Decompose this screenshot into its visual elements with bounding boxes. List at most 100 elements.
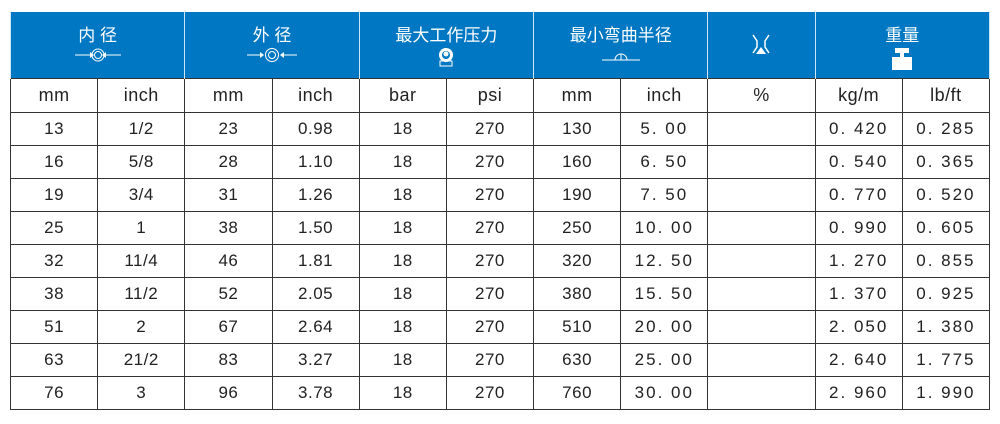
- table-cell: [707, 310, 816, 344]
- table-cell: 1.81: [271, 244, 360, 278]
- table-cell: 270: [445, 145, 535, 179]
- table-cell: [707, 376, 816, 410]
- table-cell: 38: [184, 211, 273, 245]
- table-cell: 18: [358, 277, 447, 311]
- hose-spec-table: 内 径 外 径 最大工作压力 最小弯曲半径 重量: [9, 12, 991, 410]
- table-cell: 0. 925: [901, 277, 991, 311]
- table-cell: 270: [445, 310, 535, 344]
- table-cell: 2. 640: [814, 343, 903, 377]
- table-cell: 25: [9, 211, 99, 245]
- table-cell: 270: [445, 178, 535, 212]
- table-cell: 270: [445, 211, 535, 245]
- table-cell: 760: [533, 376, 622, 410]
- table-cell: 270: [445, 376, 535, 410]
- table-cell: 1. 380: [901, 310, 991, 344]
- table-cell: 21/2: [97, 343, 186, 377]
- table-cell: 0. 520: [901, 178, 991, 212]
- table-cell: 270: [445, 343, 535, 377]
- table-cell: 0. 770: [814, 178, 903, 212]
- unit-cell: inch: [271, 78, 360, 113]
- max-working-pressure-label: 最大工作压力: [395, 26, 498, 45]
- table-cell: 38: [9, 277, 99, 311]
- table-cell: 7. 50: [620, 178, 709, 212]
- table-cell: 18: [358, 145, 447, 179]
- table-cell: 0. 605: [901, 211, 991, 245]
- unit-cell: mm: [533, 78, 622, 113]
- table-cell: 18: [358, 178, 447, 212]
- table-cell: 11/4: [97, 244, 186, 278]
- table-cell: 0. 420: [814, 112, 903, 146]
- table-cell: 10. 00: [620, 211, 709, 245]
- table-cell: 11/2: [97, 277, 186, 311]
- table-cell: 18: [358, 112, 447, 146]
- outer-diameter-header: 外 径: [184, 12, 360, 79]
- table-cell: 270: [445, 244, 535, 278]
- table-cell: 2.64: [271, 310, 360, 344]
- table-cell: 32: [9, 244, 99, 278]
- table-cell: 20. 00: [620, 310, 709, 344]
- table-cell: 3: [97, 376, 186, 410]
- table-cell: 190: [533, 178, 622, 212]
- table-cell: [707, 244, 816, 278]
- outer-diameter-label: 外 径: [252, 26, 292, 45]
- table-row: 32 11/4 46 1.81 18 270 320 12. 50 1. 270 0. 855: [9, 244, 991, 278]
- inner-diameter-label: 内 径: [78, 26, 118, 45]
- table-row: 38 11/2 52 2.05 18 270 380 15. 50 1. 370 0. 925: [9, 277, 991, 311]
- min-bend-radius-header: 最小弯曲半径: [533, 12, 709, 79]
- table-cell: 28: [184, 145, 273, 179]
- table-cell: [707, 178, 816, 212]
- table-cell: 12. 50: [620, 244, 709, 278]
- table-cell: 2: [97, 310, 186, 344]
- table-row: 25 1 38 1.50 18 270 250 10. 00 0. 990 0. 605: [9, 211, 991, 245]
- table-row: 13 1/2 23 0.98 18 270 130 5. 00 0. 420 0. 285: [9, 112, 991, 146]
- table-cell: 270: [445, 277, 535, 311]
- outer-diameter-icon: [247, 48, 298, 62]
- table-cell: 31: [184, 178, 273, 212]
- table-cell: 25. 00: [620, 343, 709, 377]
- table-cell: 270: [445, 112, 535, 146]
- table-cell: 1.26: [271, 178, 360, 212]
- unit-cell: psi: [445, 78, 535, 113]
- unit-cell: inch: [620, 78, 709, 113]
- table-cell: 1.50: [271, 211, 360, 245]
- table-cell: 1/2: [97, 112, 186, 146]
- inner-diameter-header: 内 径: [9, 12, 186, 79]
- table-cell: 380: [533, 277, 622, 311]
- vacuum-icon: [752, 34, 771, 54]
- table-cell: 1. 370: [814, 277, 903, 311]
- table-cell: [707, 145, 816, 179]
- table-cell: 0. 990: [814, 211, 903, 245]
- max-working-pressure-header: 最大工作压力: [358, 12, 535, 79]
- unit-cell: kg/m: [814, 78, 903, 113]
- table-cell: 46: [184, 244, 273, 278]
- table-cell: 18: [358, 310, 447, 344]
- unit-cell: mm: [9, 78, 99, 113]
- table-cell: 0. 365: [901, 145, 991, 179]
- table-cell: 5. 00: [620, 112, 709, 146]
- table-cell: 51: [9, 310, 99, 344]
- inner-diameter-icon: [74, 48, 121, 62]
- table-cell: 76: [9, 376, 99, 410]
- table-cell: 630: [533, 343, 622, 377]
- table-cell: 16: [9, 145, 99, 179]
- table-cell: 0. 285: [901, 112, 991, 146]
- table-cell: 160: [533, 145, 622, 179]
- table-cell: 130: [533, 112, 622, 146]
- unit-cell: lb/ft: [901, 78, 991, 113]
- table-cell: [707, 277, 816, 311]
- table-cell: 83: [184, 343, 273, 377]
- table-cell: 3.78: [271, 376, 360, 410]
- table-cell: 6. 50: [620, 145, 709, 179]
- table-cell: 2. 050: [814, 310, 903, 344]
- unit-cell: %: [707, 78, 816, 113]
- table-cell: 2. 960: [814, 376, 903, 410]
- table-row: 76 3 96 3.78 18 270 760 30. 00 2. 960 1. 990: [9, 376, 991, 410]
- table-row: 51 2 67 2.64 18 270 510 20. 00 2. 050 1. 380: [9, 310, 991, 344]
- table-cell: [707, 112, 816, 146]
- pressure-gauge-icon: [439, 48, 454, 67]
- table-cell: [707, 211, 816, 245]
- group-header-row: 内 径 外 径 最大工作压力 最小弯曲半径 重量: [9, 12, 991, 79]
- table-cell: 0. 540: [814, 145, 903, 179]
- weight-label: 重量: [885, 26, 920, 45]
- table-cell: 18: [358, 343, 447, 377]
